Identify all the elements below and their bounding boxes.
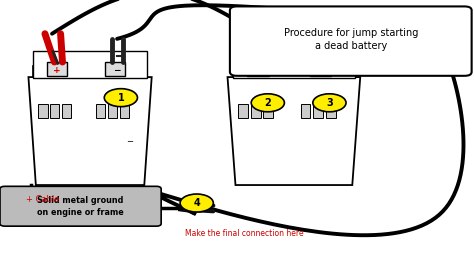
Text: −: − <box>126 137 133 146</box>
FancyBboxPatch shape <box>38 104 47 118</box>
FancyBboxPatch shape <box>0 186 161 226</box>
FancyBboxPatch shape <box>96 104 105 118</box>
Circle shape <box>180 194 213 212</box>
Text: −: − <box>113 66 121 75</box>
Polygon shape <box>228 77 360 185</box>
FancyBboxPatch shape <box>33 51 147 78</box>
FancyBboxPatch shape <box>247 62 269 76</box>
FancyBboxPatch shape <box>119 104 129 118</box>
Text: −: − <box>319 66 327 75</box>
FancyBboxPatch shape <box>238 104 248 118</box>
Text: +: + <box>254 66 262 75</box>
Text: 3: 3 <box>326 98 333 108</box>
FancyBboxPatch shape <box>230 6 472 76</box>
FancyBboxPatch shape <box>108 104 117 118</box>
Text: Solid metal ground
on engine or frame: Solid metal ground on engine or frame <box>37 196 124 217</box>
Text: 4: 4 <box>193 198 200 208</box>
Circle shape <box>104 89 137 107</box>
FancyBboxPatch shape <box>105 62 125 76</box>
FancyBboxPatch shape <box>33 66 147 77</box>
Circle shape <box>251 94 284 112</box>
Text: 2: 2 <box>264 98 271 108</box>
Polygon shape <box>28 77 152 185</box>
Text: Make the final connection here: Make the final connection here <box>185 229 303 238</box>
Text: 1: 1 <box>118 93 124 103</box>
FancyBboxPatch shape <box>251 104 261 118</box>
FancyBboxPatch shape <box>310 62 331 76</box>
Text: Procedure for jump starting
a dead battery: Procedure for jump starting a dead batte… <box>283 28 418 51</box>
Text: + Cable: + Cable <box>26 195 60 204</box>
FancyBboxPatch shape <box>233 51 355 78</box>
Circle shape <box>313 94 346 112</box>
FancyBboxPatch shape <box>233 66 355 77</box>
FancyBboxPatch shape <box>62 104 71 118</box>
Text: +: + <box>53 66 61 75</box>
FancyBboxPatch shape <box>313 104 323 118</box>
FancyBboxPatch shape <box>301 104 310 118</box>
FancyBboxPatch shape <box>47 62 67 76</box>
FancyBboxPatch shape <box>264 104 273 118</box>
FancyBboxPatch shape <box>50 104 59 118</box>
FancyBboxPatch shape <box>326 104 336 118</box>
